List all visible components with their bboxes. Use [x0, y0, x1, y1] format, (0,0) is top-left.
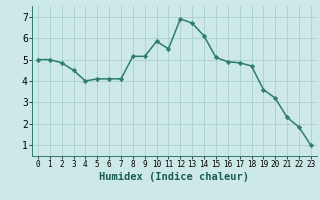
X-axis label: Humidex (Indice chaleur): Humidex (Indice chaleur): [100, 172, 249, 182]
